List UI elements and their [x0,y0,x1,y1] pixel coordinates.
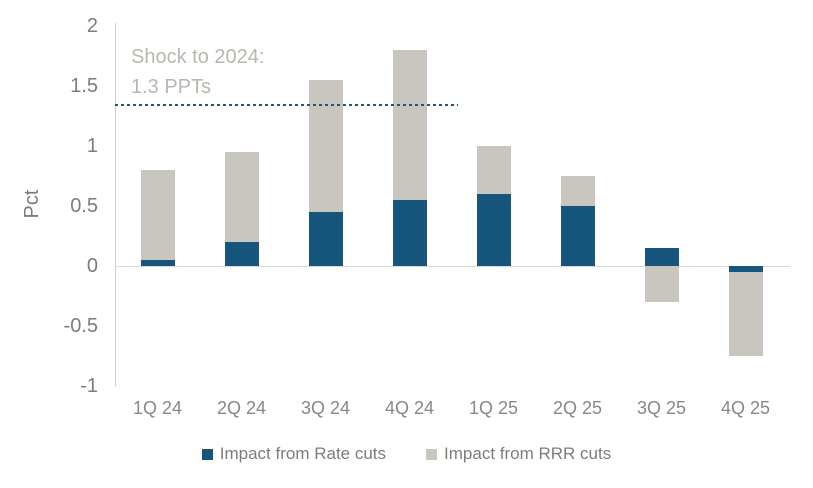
shock-annotation-line2: 1.3 PPTs [131,76,212,98]
bar-segment [560,176,595,206]
y-tick-label: 2 [86,15,98,37]
bar-segment [308,80,343,212]
y-tick-label: -0.5 [63,315,98,337]
x-axis-label: 4Q 24 [384,398,435,418]
bar-segment [392,50,427,200]
x-axis-label: 4Q 25 [720,398,771,418]
y-tick-label: -1 [80,375,98,397]
bar-segment [644,248,679,266]
y-tick-label: 1 [86,135,98,157]
x-axis-label: 1Q 24 [132,398,183,418]
y-tick-label: 0 [86,255,98,277]
bar-segment [728,266,763,272]
bar-segment [224,152,259,242]
bar-segment [476,146,511,194]
shock-reference-line [115,104,458,106]
bar-segment [140,170,175,260]
legend-swatch-icon [426,448,438,460]
legend-label: Impact from Rate cuts [219,444,387,463]
y-axis-line [115,23,116,386]
legend-label: Impact from RRR cuts [444,444,612,463]
shock-annotation-line1: Shock to 2024: [131,46,265,68]
legend-item: Impact from RRR cuts [426,444,611,464]
bar-segment [644,266,679,302]
x-axis-label: 3Q 25 [636,398,687,418]
bar-segment [140,260,175,266]
legend: Impact from Rate cuts Impact from RRR cut… [0,444,813,464]
x-axis-label: 3Q 24 [300,398,351,418]
bar-segment [476,194,511,266]
bar-segment [728,272,763,356]
y-tick-label: 0.5 [70,195,98,217]
bar-segment [224,242,259,266]
bar-segment [560,206,595,266]
bar-segment [308,212,343,266]
y-tick-label: 1.5 [70,75,98,97]
bar-segment [392,200,427,266]
x-axis-label: 1Q 25 [468,398,519,418]
x-axis-label: 2Q 24 [216,398,267,418]
legend-swatch-icon [201,448,213,460]
shock-annotation: Shock to 2024: 1.3 PPTs [131,42,264,102]
legend-item: Impact from Rate cuts [201,444,387,464]
x-axis-label: 2Q 25 [552,398,603,418]
x-axis-zero-line [115,266,790,267]
